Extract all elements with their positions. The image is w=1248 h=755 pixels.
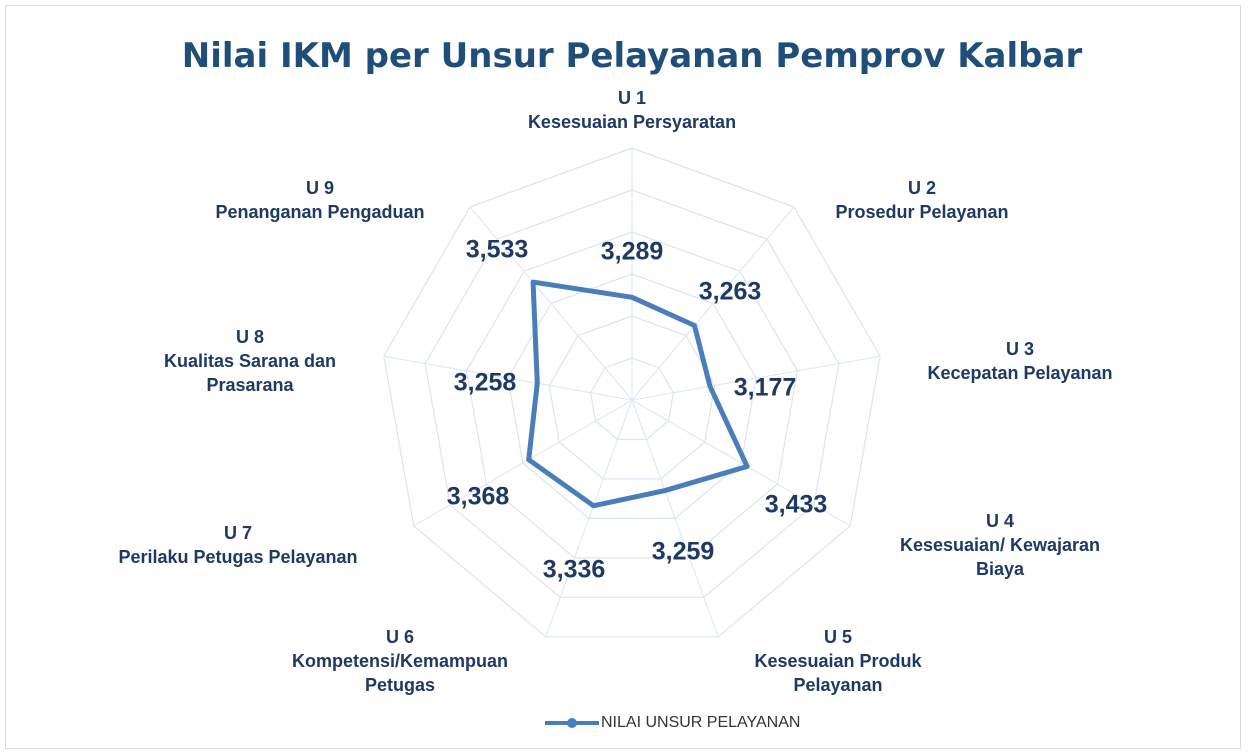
legend-swatch (545, 717, 599, 728)
axis-label: U 7 Perilaku Petugas Pelayanan (118, 523, 358, 567)
grid-ring (465, 231, 799, 559)
spoke (545, 399, 633, 637)
spoke (413, 399, 633, 527)
data-label: 3,289 (600, 237, 664, 266)
spoke (631, 355, 881, 401)
axis-label: U 5 Kesesuaian Produk Pelayanan (754, 627, 922, 695)
data-label: 3,433 (764, 490, 828, 519)
spoke (383, 355, 633, 401)
chart-title: Nilai IKM per Unsur Pelayanan Pemprov Ka… (181, 36, 1083, 76)
data-label: 3,336 (542, 555, 606, 584)
spoke (469, 206, 633, 401)
data-label: 3,259 (651, 537, 715, 566)
data-label: 3,533 (465, 235, 529, 264)
data-label: 3,258 (453, 368, 517, 397)
spoke (631, 399, 719, 637)
axis-label: U 1 Kesesuaian Persyaratan (527, 88, 737, 132)
axis-label: U 4 Kesesuaian/ Kewajaran Biaya (899, 511, 1101, 579)
grid-ring (507, 273, 757, 520)
axis-label: U 6 Kompetensi/Kemampuan Petugas (291, 627, 509, 695)
grid-ring (548, 315, 716, 480)
spoke (631, 399, 851, 527)
data-label: 3,263 (698, 277, 762, 306)
axis-label: U 8 Kualitas Sarana dan Prasarana (163, 327, 337, 395)
axis-label: U 9 Penanganan Pengaduan (215, 178, 425, 222)
grid-ring (383, 147, 881, 638)
grid-ring (590, 357, 674, 441)
legend: NILAI UNSUR PELAYANAN (545, 714, 800, 732)
data-label: 3,368 (446, 482, 510, 511)
data-label: 3,177 (733, 373, 797, 402)
axis-label: U 2 Prosedur Pelayanan (835, 178, 1009, 222)
legend-label: NILAI UNSUR PELAYANAN (601, 714, 801, 731)
chart-frame (5, 5, 1241, 749)
series-line (526, 279, 750, 509)
axis-label: U 3 Kecepatan Pelayanan (927, 339, 1113, 383)
spoke (631, 206, 795, 401)
grid-ring (424, 189, 840, 598)
